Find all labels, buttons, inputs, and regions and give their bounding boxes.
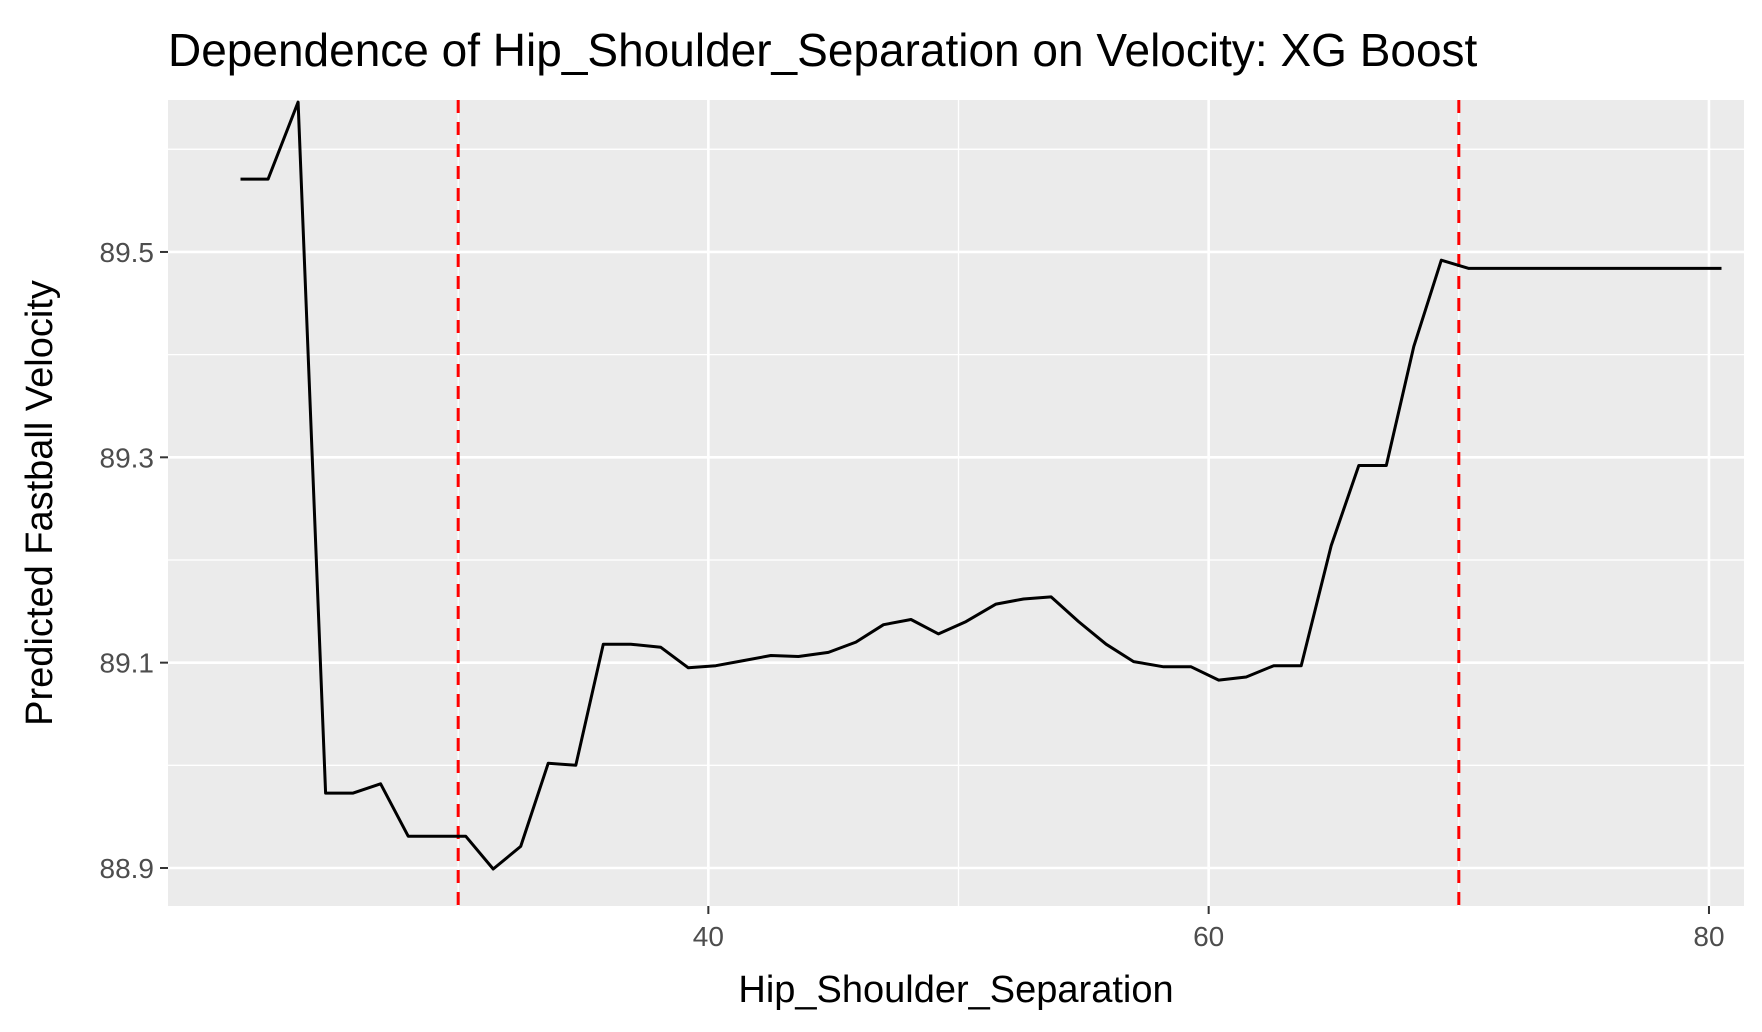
- reference-lines: [456, 100, 1461, 906]
- x-axis-title: Hip_Shoulder_Separation: [738, 969, 1173, 1011]
- y-tick-label: 88.9: [100, 853, 155, 884]
- series-layer: [240, 100, 1722, 871]
- y-tick-label: 89.1: [100, 648, 155, 679]
- chart-title: Dependence of Hip_Shoulder_Separation on…: [168, 24, 1478, 76]
- y-axis-title: Predicted Fastball Velocity: [19, 280, 61, 726]
- x-tick-label: 40: [693, 921, 724, 952]
- x-axis: 40 60 80: [693, 906, 1725, 952]
- x-tick-label: 60: [1193, 921, 1224, 952]
- plot-panel: [168, 100, 1744, 906]
- y-tick-label: 89.5: [100, 237, 155, 268]
- major-gridlines: [168, 100, 1744, 906]
- y-axis: 88.9 89.1 89.3 89.5: [100, 237, 168, 884]
- y-tick-label: 89.3: [100, 442, 155, 473]
- x-tick-label: 80: [1693, 921, 1724, 952]
- series-line: [240, 100, 1722, 871]
